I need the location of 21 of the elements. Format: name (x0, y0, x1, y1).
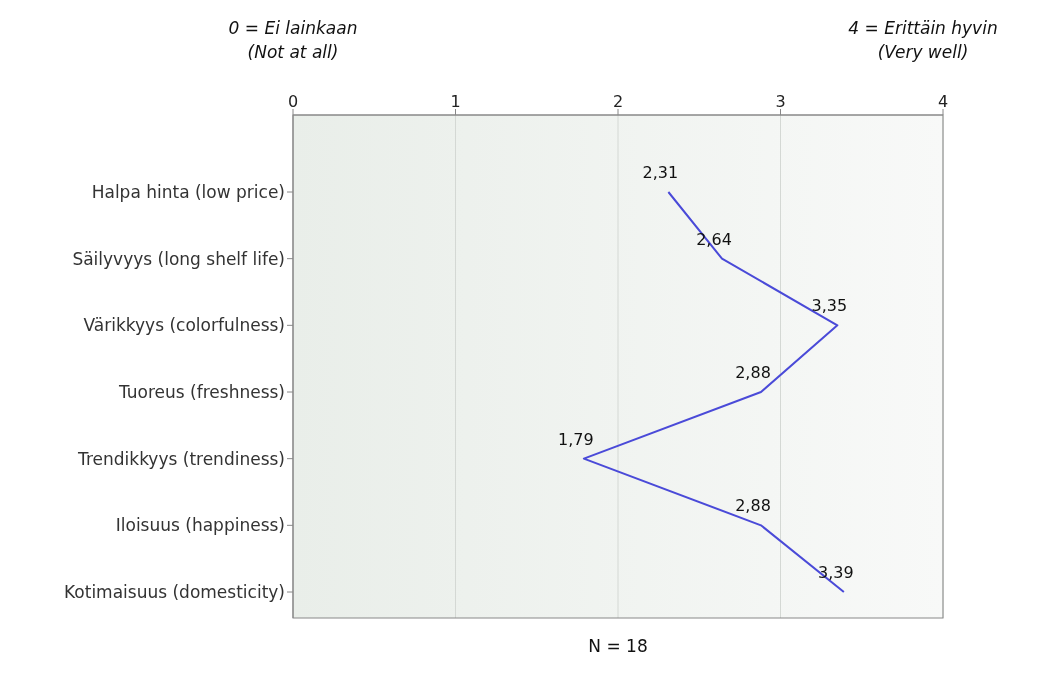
text: N = 18 (588, 635, 648, 658)
y-tick-label: Säilyvyys (long shelf life) (72, 248, 285, 269)
x-tick-label: 3 (775, 92, 786, 111)
y-tick-label: Halpa hinta (low price) (91, 182, 285, 203)
data-label: 3,35 (811, 296, 848, 316)
y-tick-label: Iloisuus (happiness) (115, 515, 285, 536)
data-label: 1,79 (558, 429, 594, 449)
data-label: 2,88 (735, 363, 771, 382)
x-tick-label: 4 (937, 92, 949, 111)
y-tick-label: Trendikkyys (trendiness) (77, 448, 285, 469)
y-tick-label: Tuoreus (freshness) (118, 382, 285, 403)
x-tick-label: 1 (450, 92, 461, 111)
text: 0 = Ei lainkaan (Not at all) (228, 17, 358, 64)
x-tick-label: 0 (287, 92, 299, 111)
y-tick-label: Kotimaisuus (domesticity) (64, 582, 285, 603)
text: 4 = Erittäin hyvin (Very well) (848, 17, 998, 64)
data-label: 3,39 (818, 563, 854, 582)
x-tick-label: 2 (612, 92, 624, 111)
data-label: 2,31 (642, 163, 679, 182)
y-tick-label: Värikkyys (colorfulness) (83, 315, 285, 336)
data-label: 2,88 (735, 496, 771, 516)
